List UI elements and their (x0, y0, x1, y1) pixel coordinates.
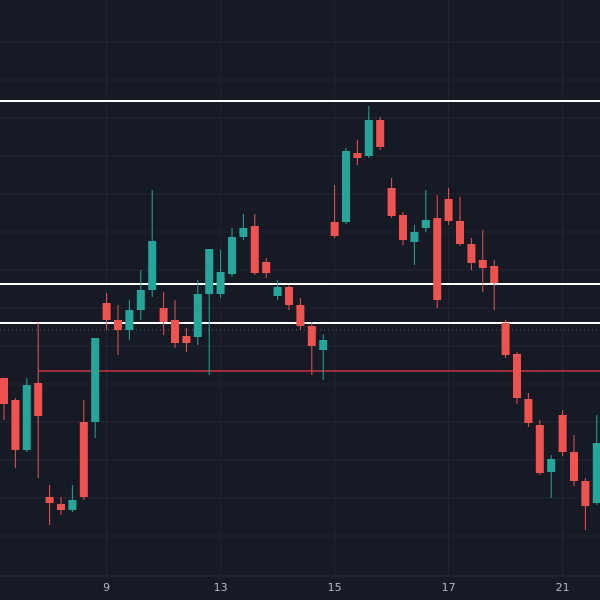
candle-body (68, 500, 77, 510)
candle-body (319, 340, 328, 350)
candle-body (410, 232, 419, 242)
candle-body (353, 153, 362, 158)
candle-body (250, 226, 259, 273)
candle-body (79, 422, 88, 497)
candle-body (433, 218, 442, 300)
x-tick-label: 9 (103, 581, 110, 594)
candle-body (91, 338, 100, 422)
candle-body (387, 188, 396, 216)
candle-body (478, 260, 487, 268)
candle-body (22, 385, 31, 450)
x-tick-label: 15 (328, 581, 342, 594)
candle-body (535, 425, 544, 473)
candle-body (193, 294, 202, 337)
candle-body (501, 323, 510, 355)
candle-body (205, 249, 214, 294)
candle-body (592, 443, 600, 503)
candle-body (171, 320, 179, 343)
candle-body (547, 459, 556, 472)
candle-body (296, 305, 305, 326)
candle-body (273, 287, 282, 296)
candle-body (376, 120, 385, 147)
grid (0, 41, 600, 537)
candle-body (558, 415, 567, 452)
candle-body (570, 452, 578, 481)
candle-body (581, 481, 590, 506)
candle-body (444, 199, 453, 221)
candle-body (399, 215, 407, 240)
candle-body (364, 120, 373, 156)
candle-body (216, 272, 225, 294)
candle-body (342, 151, 350, 222)
candle-body (421, 220, 430, 228)
candle-body (239, 228, 248, 237)
candle-body (148, 241, 157, 290)
candle-body (467, 244, 476, 263)
candle-body (262, 262, 271, 273)
candle-body (490, 266, 499, 283)
candle-body (57, 504, 65, 510)
x-tick-label: 21 (556, 581, 570, 594)
candle-body (228, 237, 236, 274)
candle-body (159, 308, 168, 322)
candle-body (114, 320, 122, 330)
x-tick-label: 13 (214, 581, 228, 594)
candle-body (456, 221, 464, 244)
candle-body (524, 399, 533, 423)
candle-body (34, 383, 43, 416)
candle-body (125, 310, 134, 330)
candle-body (45, 497, 54, 503)
candle-body (11, 400, 20, 450)
x-tick-label: 17 (442, 581, 456, 594)
candle-body (182, 336, 191, 343)
candle-body (0, 378, 8, 404)
candle-body (102, 303, 111, 320)
candle-body (285, 287, 293, 305)
candle-body (513, 354, 521, 398)
candle-body (330, 222, 339, 236)
candle-body (307, 326, 316, 346)
candle-body (136, 290, 145, 310)
